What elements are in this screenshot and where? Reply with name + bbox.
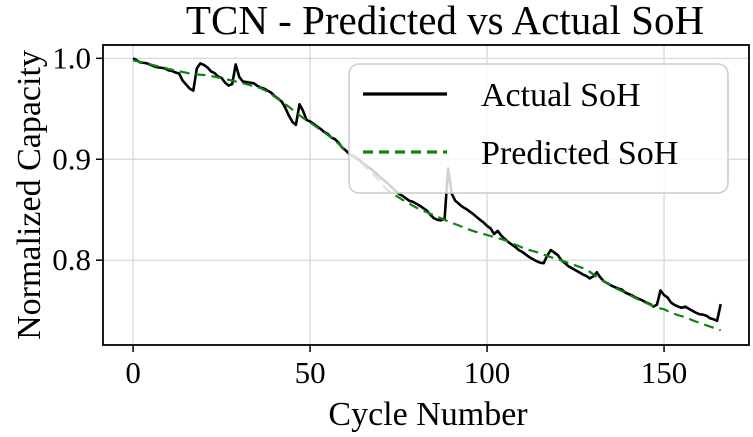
legend-box xyxy=(348,63,729,194)
x-tick-label: 150 xyxy=(641,355,688,390)
series-lines xyxy=(132,57,722,332)
plot-border xyxy=(102,44,750,346)
legend: Actual SoH Predicted SoH xyxy=(348,63,729,194)
predicted-soh-line xyxy=(132,59,722,332)
x-tick-label: 100 xyxy=(464,355,511,390)
chart-title: TCN - Predicted vs Actual SoH xyxy=(186,0,704,43)
legend-item-label: Actual SoH xyxy=(481,77,641,114)
axes: 0 50 100 150 0.8 0.9 1.0 xyxy=(52,40,750,390)
x-tick-label: 0 xyxy=(125,355,141,390)
x-tick-label: 50 xyxy=(295,355,326,390)
x-axis-label: Cycle Number xyxy=(328,396,528,433)
y-tick-label: 0.9 xyxy=(52,141,91,176)
legend-item-label: Predicted SoH xyxy=(481,135,678,172)
y-tick-label: 1.0 xyxy=(52,40,91,75)
y-tick-label: 0.8 xyxy=(52,242,91,277)
y-axis-label: Normalized Capacity xyxy=(11,50,48,340)
